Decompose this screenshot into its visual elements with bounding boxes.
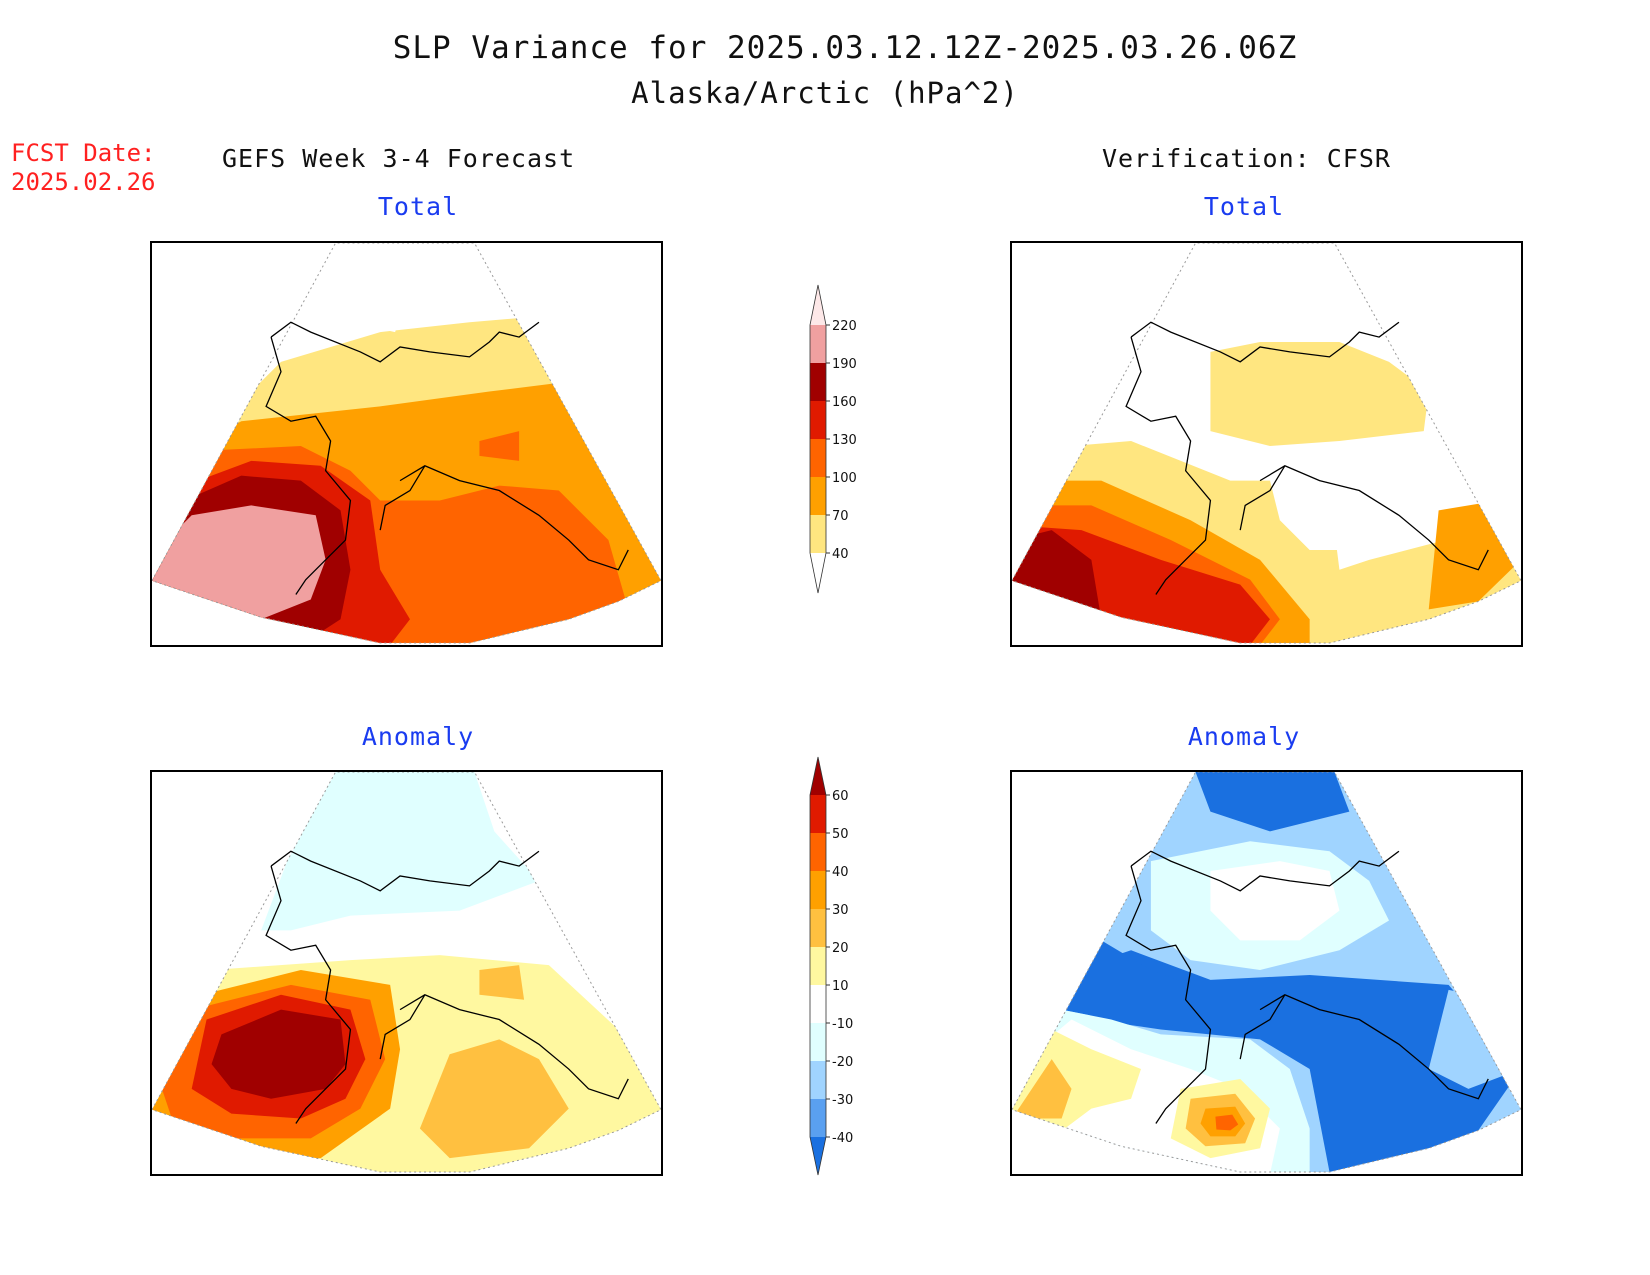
anomaly-colorbar-bottom-arrow xyxy=(810,1137,826,1175)
cfsr-column-header: Verification: CFSR xyxy=(1102,144,1391,173)
anomaly-colorbar-label: -40 xyxy=(832,1131,853,1146)
anomaly-colorbar-segment xyxy=(810,795,826,833)
anomaly-colorbar-label: 10 xyxy=(832,979,849,994)
gefs-anomaly-title: Anomaly xyxy=(361,722,475,751)
total-colorbar-label: 190 xyxy=(832,357,857,372)
total-colorbar-segment xyxy=(810,401,826,439)
anomaly-colorbar-segment xyxy=(810,947,826,985)
total-colorbar-label: 160 xyxy=(832,395,857,410)
cfsr-anomaly-title: Anomaly xyxy=(1187,722,1301,751)
total-colorbar: 220 190 160 130 100 70 40 xyxy=(809,284,857,594)
gefs-total-map xyxy=(150,241,663,647)
total-colorbar-segment xyxy=(810,439,826,477)
cfsr-total-title: Total xyxy=(1203,192,1285,221)
forecast-date-value: 2025.02.26 xyxy=(11,168,156,196)
total-colorbar-label: 220 xyxy=(832,319,857,334)
anomaly-colorbar-segment xyxy=(810,1061,826,1099)
cfsr-total-map xyxy=(1010,241,1523,647)
total-colorbar-segment xyxy=(810,477,826,515)
anomaly-colorbar: 60 50 40 30 20 10 -10 -20 -30 -40 xyxy=(809,756,853,1176)
total-colorbar-label: 130 xyxy=(832,433,857,448)
total-colorbar-segment xyxy=(810,515,826,553)
anomaly-colorbar-top-arrow xyxy=(810,757,826,795)
anomaly-colorbar-label: 20 xyxy=(832,941,849,956)
total-colorbar-label: 70 xyxy=(832,509,849,524)
anomaly-colorbar-segment xyxy=(810,1023,826,1061)
total-colorbar-top-arrow xyxy=(810,285,826,325)
total-colorbar-bottom-arrow xyxy=(810,553,826,593)
gefs-anomaly-map xyxy=(150,770,663,1176)
total-colorbar-segment xyxy=(810,363,826,401)
anomaly-colorbar-segment xyxy=(810,909,826,947)
anomaly-colorbar-label: 50 xyxy=(832,827,849,842)
anomaly-colorbar-label: 40 xyxy=(832,865,849,880)
anomaly-colorbar-label: 30 xyxy=(832,903,849,918)
anomaly-colorbar-label: 60 xyxy=(832,789,849,804)
chart-title: SLP Variance for 2025.03.12.12Z-2025.03.… xyxy=(392,30,1298,66)
anomaly-colorbar-segment xyxy=(810,1099,826,1137)
anomaly-colorbar-label: -30 xyxy=(832,1093,853,1108)
cfsr-anomaly-map xyxy=(1010,770,1523,1176)
gefs-column-header: GEFS Week 3-4 Forecast xyxy=(222,144,576,173)
anomaly-colorbar-segment xyxy=(810,871,826,909)
forecast-date-label: FCST Date: xyxy=(11,139,156,167)
gefs-total-title: Total xyxy=(377,192,459,221)
anomaly-colorbar-label: -20 xyxy=(832,1055,853,1070)
total-colorbar-segment xyxy=(810,325,826,363)
total-colorbar-label: 100 xyxy=(832,471,857,486)
total-colorbar-label: 40 xyxy=(832,547,849,562)
anomaly-colorbar-segment xyxy=(810,833,826,871)
anomaly-colorbar-label: -10 xyxy=(832,1017,853,1032)
chart-subtitle: Alaska/Arctic (hPa^2) xyxy=(631,76,1019,110)
anomaly-colorbar-segment xyxy=(810,985,826,1023)
